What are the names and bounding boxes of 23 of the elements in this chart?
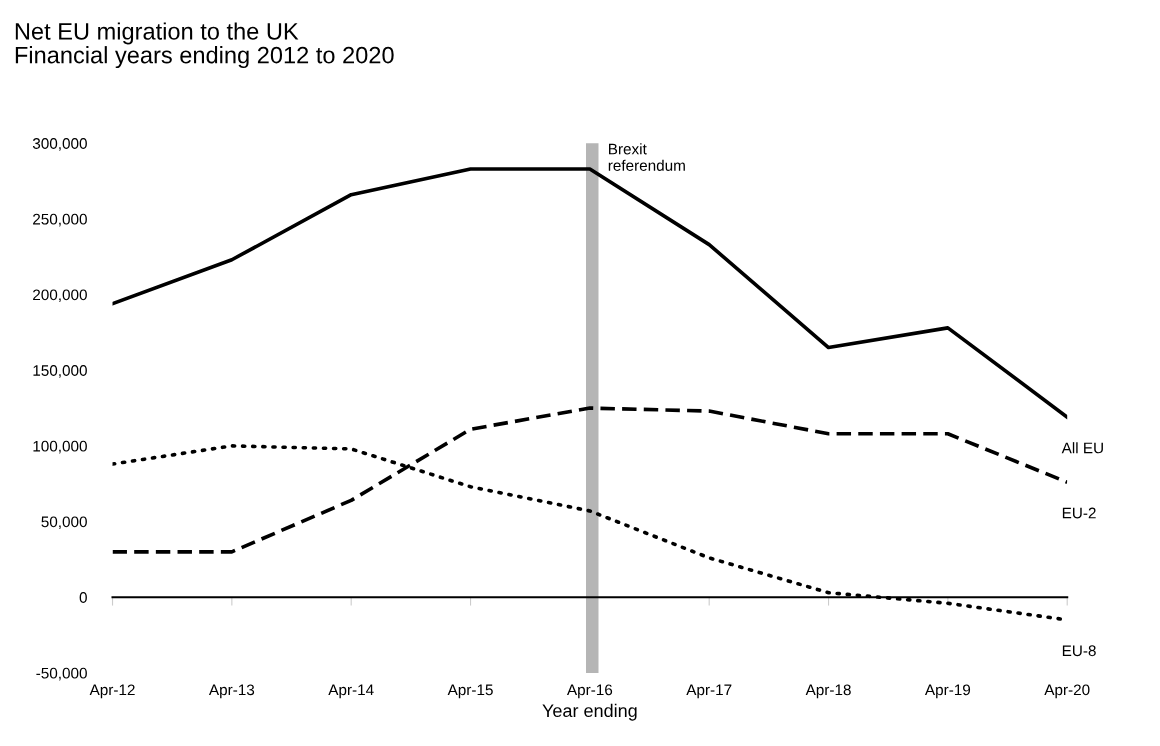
x-tick-label: Apr-16 [566,684,613,699]
y-tick-label: 250,000 [33,213,87,227]
x-tick-label: Apr-17 [686,684,732,699]
ref-line-label: Brexit referendum [608,143,685,171]
series-label: EU-2 [1062,507,1096,519]
x-tick-label: Apr-14 [328,684,374,699]
y-tick-label: 50,000 [41,516,87,530]
y-tick-label: -50,000 [36,667,87,681]
y-tick-label: 300,000 [32,138,87,151]
x-tick-label: Apr-15 [447,684,493,699]
x-tick-label: Apr-20 [1044,684,1090,699]
x-tick-label: Apr-13 [208,684,255,699]
series-label: All EU [1061,442,1103,454]
x-tick-label: Apr-12 [89,684,135,699]
x-tick-label: Apr-19 [924,684,971,699]
y-tick-label: 200,000 [33,289,87,303]
y-tick-label: 150,000 [33,365,87,378]
chart-title: Net EU migration to the UK Financial years ending 2012 to 2020 [15,22,394,69]
x-tick-label: Apr-18 [805,684,851,699]
y-tick-label: 0 [79,592,87,603]
x-axis-title: Year ending [542,703,637,721]
y-tick-label: 100,000 [33,440,87,454]
series-label: EU-8 [1062,645,1096,657]
